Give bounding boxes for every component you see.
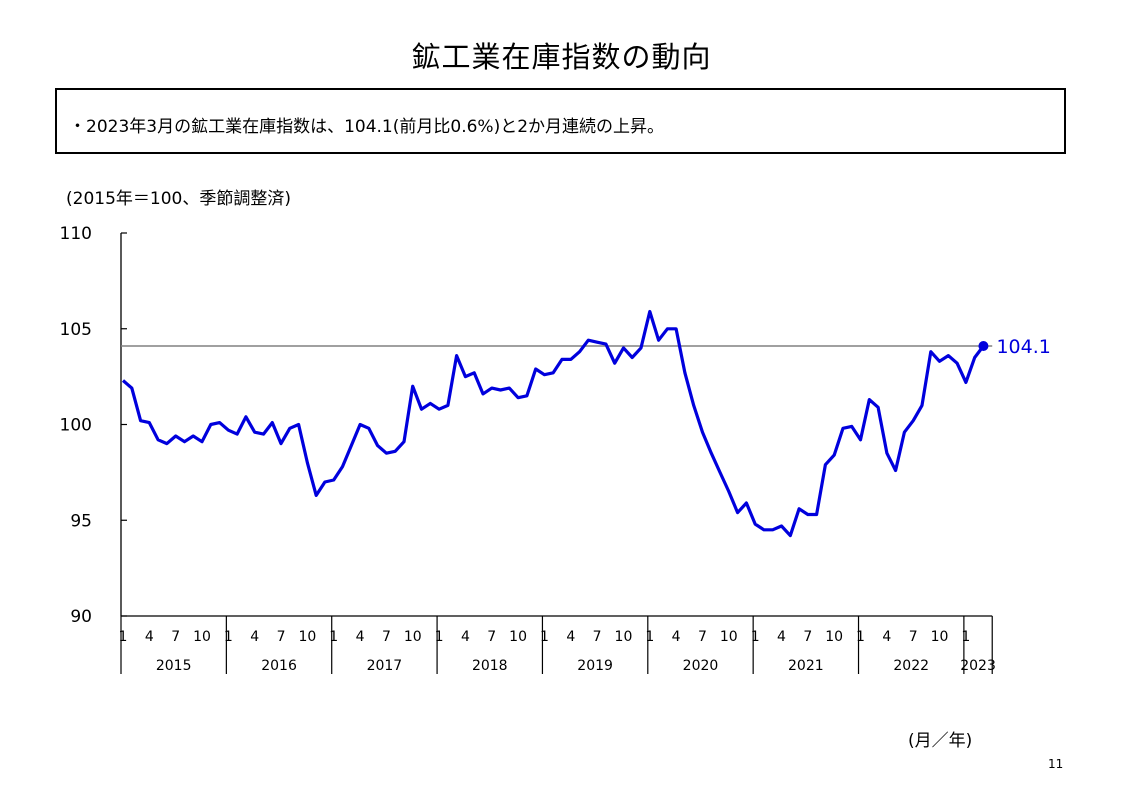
month-tick-label: 1 xyxy=(435,629,444,645)
x-axis-unit: (月／年) xyxy=(908,731,973,751)
y-tick-label: 95 xyxy=(70,511,92,531)
y-axis-unit-note: (2015年＝100、季節調整済) xyxy=(66,189,291,209)
month-tick-label: 10 xyxy=(720,629,738,645)
month-tick-label: 1 xyxy=(540,629,549,645)
summary-box: ・2023年3月の鉱工業在庫指数は、104.1(前月比0.6%)と2か月連続の上… xyxy=(55,88,1066,154)
month-tick-label: 4 xyxy=(250,629,259,645)
month-tick-label: 4 xyxy=(356,629,365,645)
month-tick-label: 4 xyxy=(777,629,786,645)
month-tick-label: 10 xyxy=(298,629,316,645)
month-tick-label: 7 xyxy=(698,629,707,645)
year-label: 2023 xyxy=(960,658,996,674)
y-tick-label: 105 xyxy=(60,320,92,340)
y-tick-label: 90 xyxy=(70,607,92,627)
month-tick-label: 1 xyxy=(961,629,970,645)
month-tick-label: 1 xyxy=(751,629,760,645)
month-tick-label: 10 xyxy=(404,629,422,645)
summary-text: ・2023年3月の鉱工業在庫指数は、104.1(前月比0.6%)と2か月連続の上… xyxy=(69,117,665,137)
month-tick-label: 1 xyxy=(329,629,338,645)
month-tick-label: 1 xyxy=(224,629,233,645)
series-line xyxy=(121,309,985,538)
month-tick-label: 4 xyxy=(882,629,891,645)
y-tick-label: 110 xyxy=(60,224,92,244)
year-label: 2017 xyxy=(367,658,403,674)
year-label: 2016 xyxy=(261,658,297,674)
month-tick-label: 7 xyxy=(593,629,602,645)
month-tick-label: 4 xyxy=(566,629,575,645)
month-tick-label: 10 xyxy=(615,629,633,645)
month-tick-label: 4 xyxy=(672,629,681,645)
month-tick-label: 1 xyxy=(856,629,865,645)
year-label: 2019 xyxy=(577,658,613,674)
month-tick-label: 1 xyxy=(645,629,654,645)
latest-value-label: 104.1 xyxy=(996,336,1050,358)
year-label: 2021 xyxy=(788,658,824,674)
month-tick-label: 1 xyxy=(119,629,128,645)
month-tick-label: 7 xyxy=(382,629,391,645)
month-tick-label: 7 xyxy=(909,629,918,645)
page-number: 11 xyxy=(1048,757,1064,771)
year-label: 2018 xyxy=(472,658,508,674)
y-axis: 90 95 100 105 110 xyxy=(60,224,127,627)
series-layer: 104.1 xyxy=(121,309,1051,538)
month-tick-label: 4 xyxy=(145,629,154,645)
page-title: 鉱工業在庫指数の動向 xyxy=(411,40,712,74)
month-tick-label: 10 xyxy=(931,629,949,645)
year-label: 2020 xyxy=(683,658,719,674)
month-tick-label: 7 xyxy=(487,629,496,645)
month-tick-label: 10 xyxy=(825,629,843,645)
year-label: 2022 xyxy=(893,658,929,674)
month-tick-label: 10 xyxy=(193,629,211,645)
month-tick-label: 7 xyxy=(803,629,812,645)
month-tick-label: 7 xyxy=(277,629,286,645)
y-tick-label: 100 xyxy=(60,416,92,436)
year-label: 2015 xyxy=(156,658,192,674)
month-tick-label: 10 xyxy=(509,629,527,645)
latest-point-marker xyxy=(978,340,989,351)
month-tick-label: 7 xyxy=(171,629,180,645)
month-tick-label: 4 xyxy=(461,629,470,645)
